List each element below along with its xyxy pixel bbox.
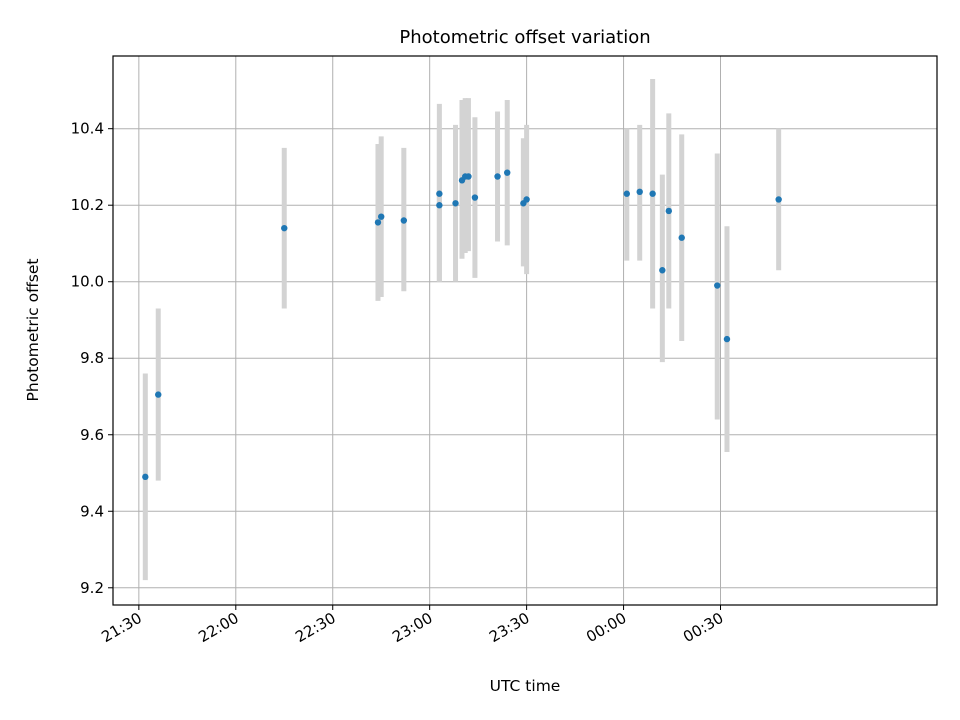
- data-point: [714, 282, 721, 289]
- data-point: [504, 169, 511, 176]
- x-tick-label: 23:00: [389, 609, 435, 646]
- x-tick-label: 22:30: [292, 609, 338, 646]
- data-point: [378, 213, 385, 220]
- data-point: [623, 190, 630, 197]
- data-point: [471, 194, 479, 201]
- x-axis-label: UTC time: [490, 677, 561, 695]
- data-point: [142, 473, 149, 481]
- x-tick-label: 00:00: [583, 609, 629, 646]
- x-tick-label: 23:30: [486, 609, 532, 646]
- data-point: [281, 224, 288, 232]
- y-tick-label: 9.4: [80, 502, 104, 520]
- y-tick-label: 10.2: [71, 196, 104, 214]
- x-tick-label: 00:30: [680, 609, 726, 646]
- data-point: [659, 267, 666, 274]
- error-bars: [142, 78, 782, 581]
- y-tick-label: 10.0: [71, 273, 104, 291]
- y-axis-label: Photometric offset: [24, 259, 42, 402]
- data-points: [142, 169, 782, 481]
- y-tick-label: 9.6: [80, 426, 104, 444]
- data-point: [649, 190, 656, 197]
- data-point: [155, 391, 162, 398]
- y-tick-label: 9.2: [80, 579, 104, 597]
- y-tick-label: 9.8: [80, 349, 104, 367]
- plot-frame: [112, 55, 938, 606]
- data-point: [494, 173, 501, 180]
- x-axis-ticks: 21:30 22:00 22:30 23:00 23:30 00:00 00:30: [98, 605, 726, 646]
- chart-title: Photometric offset variation: [399, 27, 650, 48]
- data-point: [436, 202, 443, 209]
- y-axis-ticks: 9.2 9.4 9.6 9.8 10.0 10.2 10.4: [71, 120, 113, 597]
- data-point: [465, 173, 472, 180]
- data-point: [723, 335, 731, 343]
- data-point: [775, 196, 782, 203]
- data-point: [665, 207, 672, 215]
- data-point: [636, 188, 643, 196]
- data-point: [523, 196, 530, 203]
- x-tick-label: 22:00: [195, 609, 241, 646]
- y-tick-label: 10.4: [71, 120, 104, 138]
- data-point: [678, 234, 685, 241]
- data-point: [374, 219, 382, 226]
- data-point: [400, 217, 408, 224]
- x-tick-label: 21:30: [98, 609, 144, 646]
- data-point: [452, 200, 459, 207]
- data-point: [436, 190, 443, 197]
